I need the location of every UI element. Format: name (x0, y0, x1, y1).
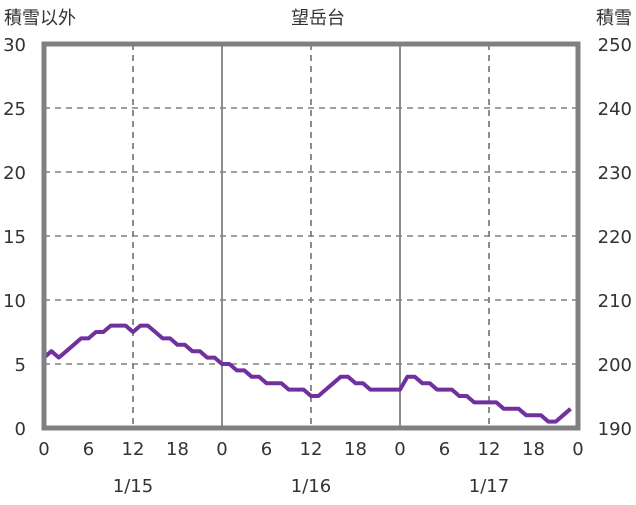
x-tick: 18 (344, 439, 367, 460)
y-tick-left: 5 (15, 355, 26, 376)
y-tick-left: 30 (3, 35, 26, 56)
left-axis-title: 積雪以外 (4, 8, 76, 29)
x-tick: 0 (394, 439, 405, 460)
date-label: 1/16 (291, 476, 331, 497)
x-tick: 6 (261, 439, 272, 460)
y-tick-right: 220 (598, 227, 632, 248)
x-tick: 12 (300, 439, 323, 460)
y-tick-right: 210 (598, 291, 632, 312)
y-tick-left: 20 (3, 163, 26, 184)
x-tick: 12 (122, 439, 145, 460)
y-tick-right: 230 (598, 163, 632, 184)
plot-frame (41, 41, 581, 431)
date-label: 1/15 (113, 476, 153, 497)
x-tick: 18 (522, 439, 545, 460)
y-tick-right: 240 (598, 99, 632, 120)
y-tick-right: 190 (598, 419, 632, 440)
y-tick-left: 15 (3, 227, 26, 248)
x-tick: 18 (166, 439, 189, 460)
x-tick: 0 (216, 439, 227, 460)
x-tick: 6 (83, 439, 94, 460)
y-tick-left: 25 (3, 99, 26, 120)
x-tick: 12 (478, 439, 501, 460)
series-line (42, 323, 572, 424)
right-axis-title: 積雪 (596, 8, 632, 29)
x-tick: 0 (38, 439, 49, 460)
y-tick-left: 10 (3, 291, 26, 312)
y-tick-right: 250 (598, 35, 632, 56)
date-label: 1/17 (469, 476, 509, 497)
y-tick-left: 0 (15, 419, 26, 440)
x-tick: 0 (572, 439, 583, 460)
x-tick: 6 (439, 439, 450, 460)
y-tick-right: 200 (598, 355, 632, 376)
chart-title: 望岳台 (291, 8, 345, 29)
